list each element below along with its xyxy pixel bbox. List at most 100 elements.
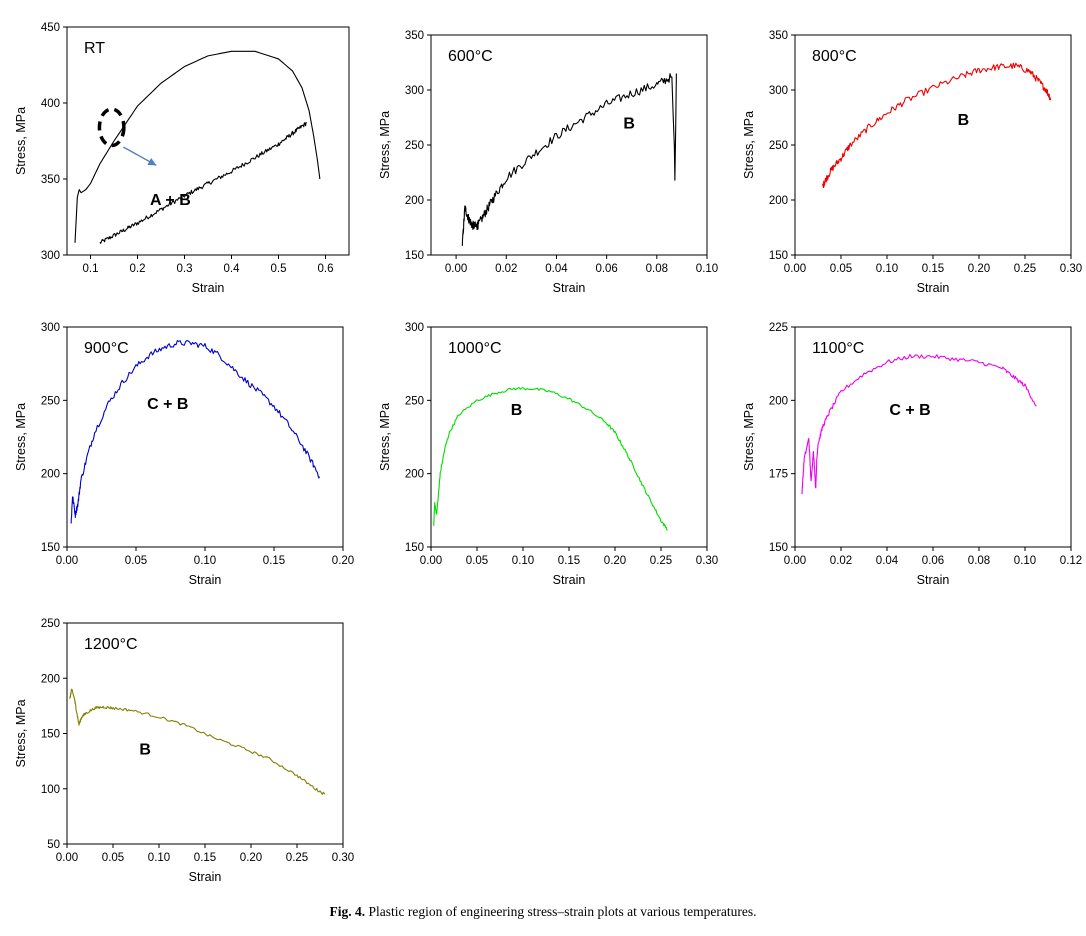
series-line xyxy=(69,688,326,795)
y-tick-label: 300 xyxy=(41,322,60,334)
x-tick-label: 0.25 xyxy=(650,555,672,567)
x-tick-label: 0.08 xyxy=(646,263,668,275)
x-tick-label: 0.10 xyxy=(876,263,898,275)
chart-title: 800°C xyxy=(812,48,857,65)
y-tick-label: 250 xyxy=(41,395,60,407)
y-tick-label: 450 xyxy=(41,22,60,34)
x-tick-label: 0.20 xyxy=(240,852,262,864)
series-line xyxy=(671,73,677,181)
x-tick-label: 0.05 xyxy=(125,555,147,567)
chart-t1200: 0.00 0.05 0.10 0.15 0.20 0.25 0.30 50 100 150 200 2… xyxy=(14,618,354,884)
series-line xyxy=(70,339,321,524)
x-tick-label: 0.10 xyxy=(194,555,216,567)
y-tick-label: 250 xyxy=(769,140,788,152)
x-tick-label: 0.10 xyxy=(512,555,534,567)
x-tick-label: 0.25 xyxy=(1014,263,1036,275)
annotation-label: B xyxy=(623,116,635,133)
y-axis-label: Stress, MPa xyxy=(14,699,28,767)
x-tick-label: 0.00 xyxy=(784,263,806,275)
x-tick-label: 0.10 xyxy=(1014,555,1036,567)
x-tick-label: 0.00 xyxy=(445,263,467,275)
x-tick-label: 0.4 xyxy=(224,263,241,275)
x-tick-label: 0.30 xyxy=(696,555,718,567)
x-tick-label: 0.10 xyxy=(148,852,170,864)
y-tick-label: 150 xyxy=(41,542,60,554)
x-tick-label: 0.05 xyxy=(466,555,488,567)
x-tick-label: 0.06 xyxy=(922,555,944,567)
y-axis-label: Stress, MPa xyxy=(742,403,756,471)
y-tick-label: 150 xyxy=(41,729,60,741)
series-line xyxy=(74,50,321,243)
chart-t900: 0.00 0.05 0.10 0.15 0.20 150 200 250 300 Strain St… xyxy=(14,322,354,587)
x-tick-label: 0.30 xyxy=(332,852,354,864)
y-tick-label: 300 xyxy=(405,85,424,97)
annotation-label: C + B xyxy=(147,396,188,413)
x-tick-label: 0.10 xyxy=(696,263,718,275)
plot-frame xyxy=(66,26,350,256)
annotation-label: A + B xyxy=(150,192,191,209)
x-tick-label: 0.20 xyxy=(604,555,626,567)
chart-title: 1000°C xyxy=(448,340,502,357)
chart-rt: 0.1 0.2 0.3 0.4 0.5 0.6 300 350 400 450 Strain Stre… xyxy=(14,22,350,295)
x-tick-label: 0.1 xyxy=(83,263,99,275)
caption-label: Fig. 4. xyxy=(329,904,366,919)
chart-title: 1100°C xyxy=(812,340,864,357)
figure-caption: Fig. 4. Plastic region of engineering st… xyxy=(0,904,1086,920)
plot-frame xyxy=(430,34,708,256)
x-tick-label: 0.00 xyxy=(56,852,78,864)
annotation-label: C + B xyxy=(889,402,930,419)
x-axis-label: Strain xyxy=(917,281,950,295)
series-line xyxy=(461,73,673,246)
x-tick-label: 0.5 xyxy=(271,263,287,275)
y-tick-label: 200 xyxy=(405,469,424,481)
series-line xyxy=(99,121,307,244)
highlight-circle xyxy=(97,107,126,148)
plot-frame xyxy=(66,326,344,548)
x-tick-label: 0.15 xyxy=(194,852,216,864)
y-tick-label: 200 xyxy=(41,673,60,685)
annotation-label: B xyxy=(511,402,523,419)
x-tick-label: 0.04 xyxy=(876,555,899,567)
y-tick-label: 175 xyxy=(769,469,788,481)
y-tick-label: 200 xyxy=(769,195,788,207)
y-tick-label: 300 xyxy=(405,322,424,334)
y-tick-label: 225 xyxy=(769,322,788,334)
y-tick-label: 150 xyxy=(405,250,424,262)
chart-title: 900°C xyxy=(84,340,129,357)
x-tick-label: 0.2 xyxy=(130,263,146,275)
x-tick-label: 0.6 xyxy=(318,263,334,275)
chart-title: 600°C xyxy=(448,48,493,65)
y-tick-label: 300 xyxy=(41,250,60,262)
chart-t600: 0.00 0.02 0.04 0.06 0.08 0.10 150 200 250 300 350 S… xyxy=(378,30,718,295)
chart-t800: 0.00 0.05 0.10 0.15 0.20 0.25 0.30 150 200 250 300… xyxy=(742,30,1082,295)
y-tick-label: 200 xyxy=(769,395,788,407)
arrow-head xyxy=(147,157,157,166)
y-tick-label: 150 xyxy=(405,542,424,554)
x-tick-label: 0.04 xyxy=(545,263,568,275)
y-tick-label: 300 xyxy=(769,85,788,97)
x-tick-label: 0.02 xyxy=(830,555,852,567)
y-axis-label: Stress, MPa xyxy=(378,111,392,179)
chart-t1100: 0.00 0.02 0.04 0.06 0.08 0.10 0.12 150 175 200 225… xyxy=(742,322,1082,587)
x-tick-label: 0.00 xyxy=(420,555,442,567)
plot-frame xyxy=(794,326,1072,548)
y-axis-label: Stress, MPa xyxy=(14,403,28,471)
y-tick-label: 200 xyxy=(405,195,424,207)
x-tick-label: 0.15 xyxy=(922,263,944,275)
series-line xyxy=(822,62,1052,189)
annotation-label: B xyxy=(958,112,970,129)
x-tick-label: 0.00 xyxy=(784,555,806,567)
y-tick-label: 250 xyxy=(405,395,424,407)
x-axis-label: Strain xyxy=(917,573,950,587)
x-tick-label: 0.20 xyxy=(332,555,354,567)
x-axis-label: Strain xyxy=(192,281,225,295)
y-axis-label: Stress, MPa xyxy=(14,107,28,175)
x-tick-label: 0.06 xyxy=(595,263,617,275)
y-tick-label: 200 xyxy=(41,469,60,481)
x-tick-label: 0.3 xyxy=(177,263,193,275)
x-axis-label: Strain xyxy=(189,573,222,587)
y-tick-label: 350 xyxy=(41,174,60,186)
x-tick-label: 0.05 xyxy=(830,263,852,275)
x-tick-label: 0.02 xyxy=(495,263,517,275)
y-tick-label: 350 xyxy=(769,30,788,42)
